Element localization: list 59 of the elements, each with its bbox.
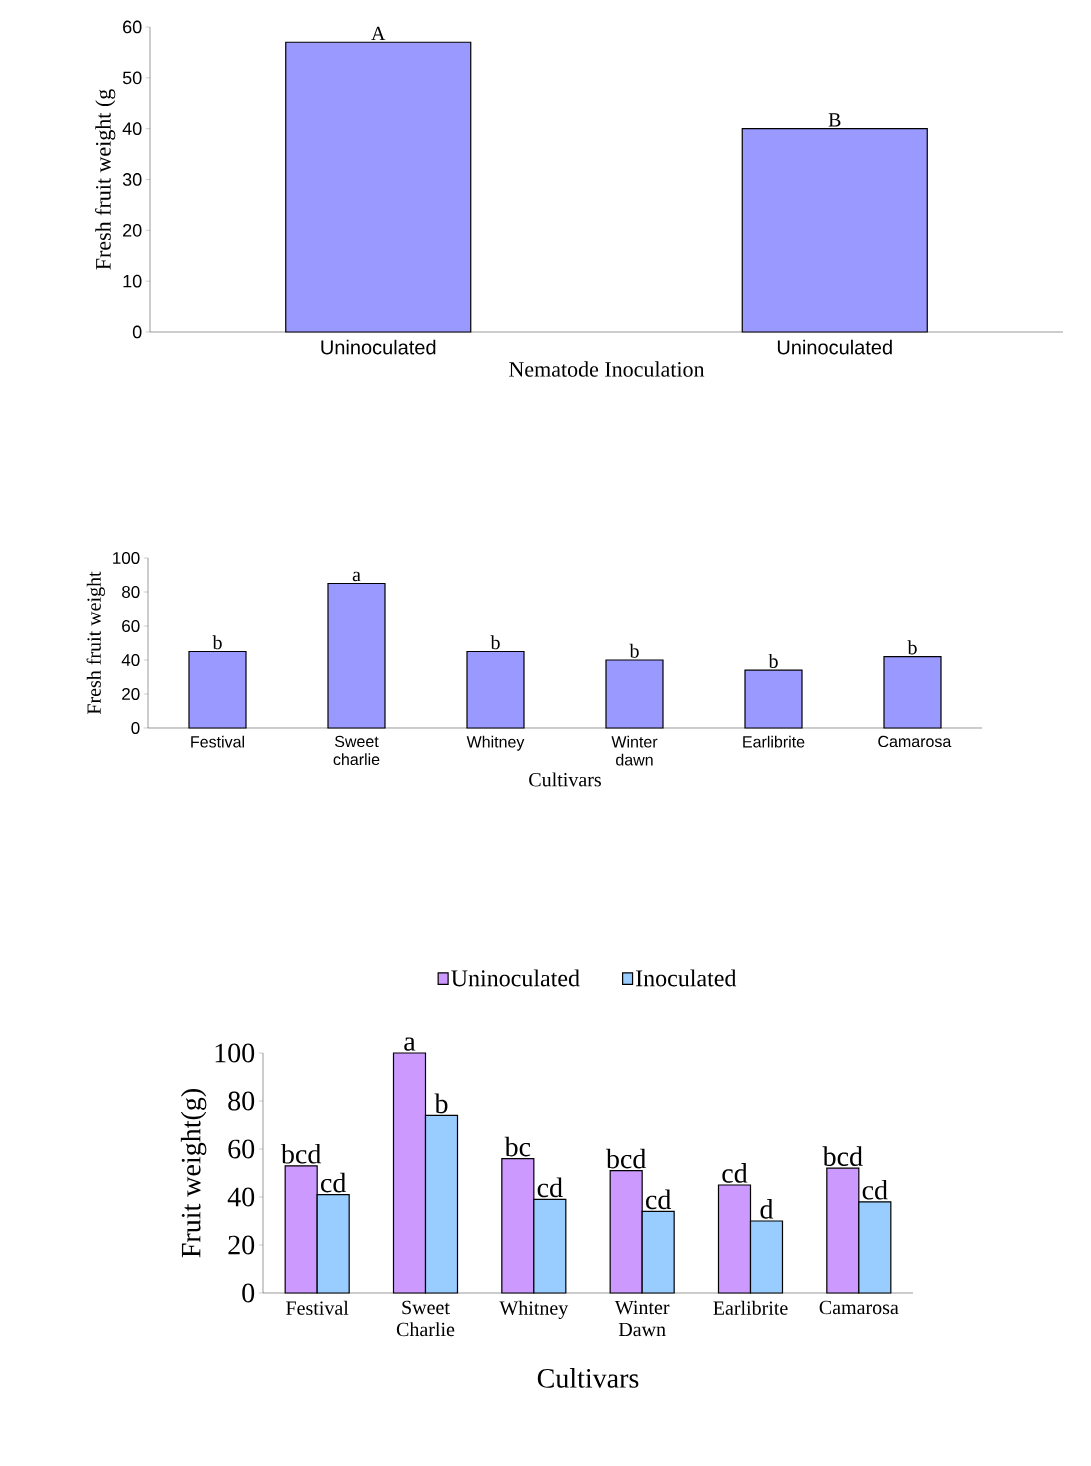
y-axis-title: Fresh fruit weight (g [95,89,116,270]
annotation: bcd [280,1143,322,1164]
y-tick-label: 20 [123,223,142,237]
annotation: cd [537,1177,563,1198]
y-tick-label: 100 [215,1043,255,1063]
annotation: b [768,653,778,668]
x-tick-label: Whitney [466,735,525,751]
x-tick-label: Camarosa [819,1300,899,1315]
annotation: a [404,1037,416,1051]
y-tick-label: 80 [122,585,140,599]
y-tick-label: 20 [228,1235,255,1255]
y-tick-label: 60 [228,1139,255,1159]
annotation: A [371,26,386,41]
x-axis-title: Cultivars [529,772,601,787]
legend-label: Inoculated [636,969,737,987]
x-tick-label: Festival [286,1300,349,1315]
annotation: bc [504,1136,531,1157]
y-tick-label: 40 [227,1187,255,1207]
y-tick-label: 0 [132,325,142,339]
x-tick-label: Earlibrite [743,735,805,748]
x-tick-label: Sweet Charlie [396,1300,455,1337]
x-tick-label: Earlibrite [713,1300,788,1315]
annotation: cd [722,1163,748,1183]
annotation: b [434,1093,448,1114]
y-axis-title: Fresh fruit weight [86,571,105,715]
y-tick-label: 30 [122,173,142,186]
annotation: a [352,571,361,582]
y-tick-label: 0 [131,721,140,735]
y-tick-label: 20 [122,687,140,701]
y-tick-label: 40 [122,122,142,136]
x-tick-label: Winter Dawn [614,1300,670,1337]
x-tick-label: Camarosa [878,735,952,748]
y-axis-title: Fruit weight(g) [180,1089,207,1258]
annotation: b [907,640,917,655]
y-tick-label: 40 [121,653,140,667]
x-tick-label: Whitney [499,1300,569,1319]
annotation: b [490,635,500,650]
annotation: cd [646,1189,672,1210]
x-tick-label: Festival [191,735,244,748]
y-tick-label: 60 [122,619,140,633]
x-tick-label: Sweet charlie [333,735,380,766]
y-tick-label: 100 [113,551,140,565]
y-tick-label: 50 [122,71,142,85]
annotation: d [760,1199,774,1219]
x-axis-title: Nematode Inoculation [509,361,705,377]
legend-label: Uninoculated [451,969,580,987]
annotation: cd [321,1172,347,1193]
annotation: b [212,635,222,650]
annotation: bcd [822,1146,863,1166]
y-tick-label: 80 [228,1091,255,1111]
annotation: B [828,113,841,127]
y-tick-label: 10 [123,274,142,288]
annotation: b [629,643,639,658]
annotation: bcd [605,1148,647,1169]
annotation: cd [862,1179,888,1200]
y-tick-label: 0 [242,1283,255,1303]
x-axis-title: Cultivars [537,1368,639,1388]
x-tick-label: Winter dawn [611,735,658,766]
y-tick-label: 60 [123,20,142,34]
